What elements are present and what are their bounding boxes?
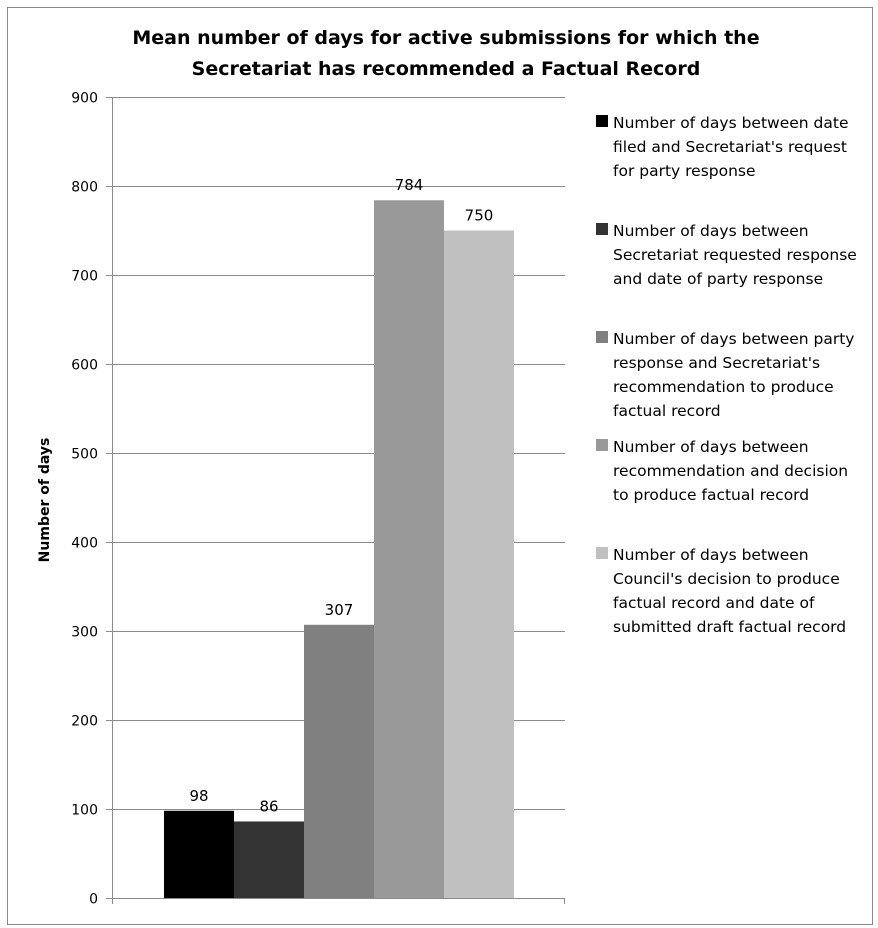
- legend-label-series-4-line-2: recommendation and decision: [613, 462, 848, 480]
- data-label-series-2: 86: [259, 797, 278, 815]
- bar-series-1: [164, 811, 234, 898]
- legend-label-series-2-line-1: Number of days between: [613, 222, 809, 240]
- chart-title: Mean number of days for active submissio…: [132, 27, 759, 80]
- data-label-series-1: 98: [189, 787, 208, 805]
- legend-label-series-1-line-2: filed and Secretariat's request: [613, 138, 847, 156]
- legend-label-series-5-line-4: submitted draft factual record: [613, 618, 846, 636]
- legend: Number of days between date filed and Sec…: [596, 114, 857, 636]
- legend-label-series-4-line-3: to produce factual record: [613, 486, 809, 504]
- y-tick-label-400: 400: [71, 536, 98, 552]
- legend-label-series-2-line-3: and date of party response: [613, 270, 823, 288]
- y-tick-label-100: 100: [71, 803, 98, 819]
- data-label-series-3: 307: [325, 601, 354, 619]
- chart-title-line-2: Secretariat has recommended a Factual Re…: [192, 58, 701, 80]
- legend-label-series-2-line-2: Secretariat requested response: [613, 246, 857, 264]
- legend-swatch-series-4: [596, 439, 608, 451]
- y-tick-label-700: 700: [71, 269, 98, 285]
- legend-label-series-1-line-1: Number of days between date: [613, 114, 848, 132]
- bar-series-5: [444, 231, 514, 899]
- bar-series-2: [234, 821, 304, 898]
- legend-label-series-3-line-2: response and Secretariat's: [613, 354, 820, 372]
- y-tick-label-500: 500: [71, 447, 98, 463]
- data-label-series-5: 750: [465, 207, 494, 225]
- chart-title-line-1: Mean number of days for active submissio…: [132, 27, 759, 49]
- y-tick-labels: 0 100 200 300 400 500 600 700 800 900: [71, 91, 98, 908]
- legend-label-series-4-line-1: Number of days between: [613, 438, 809, 456]
- legend-label-series-5-line-3: factual record and date of: [613, 594, 815, 612]
- y-tick-label-300: 300: [71, 625, 98, 641]
- legend-label-series-5-line-1: Number of days between: [613, 546, 809, 564]
- legend-label-series-5-line-2: Council's decision to produce: [613, 570, 840, 588]
- legend-label-series-3-line-3: recommendation to produce: [613, 378, 834, 396]
- y-tick-label-800: 800: [71, 180, 98, 196]
- legend-label-series-3-line-1: Number of days between party: [613, 330, 854, 348]
- bars: [164, 200, 514, 898]
- bar-series-4: [374, 200, 444, 898]
- legend-swatch-series-3: [596, 331, 608, 343]
- y-tick-label-200: 200: [71, 714, 98, 730]
- data-label-series-4: 784: [395, 176, 424, 194]
- legend-swatch-series-1: [596, 115, 608, 127]
- legend-label-series-3-line-4: factual record: [613, 402, 721, 420]
- legend-swatch-series-5: [596, 547, 608, 559]
- bar-series-3: [304, 625, 374, 898]
- legend-label-series-1-line-3: for party response: [613, 162, 756, 180]
- y-axis-label: Number of days: [37, 438, 53, 563]
- y-tick-label-0: 0: [89, 892, 98, 908]
- y-tick-label-900: 900: [71, 91, 98, 107]
- legend-swatch-series-2: [596, 223, 608, 235]
- y-tick-label-600: 600: [71, 358, 98, 374]
